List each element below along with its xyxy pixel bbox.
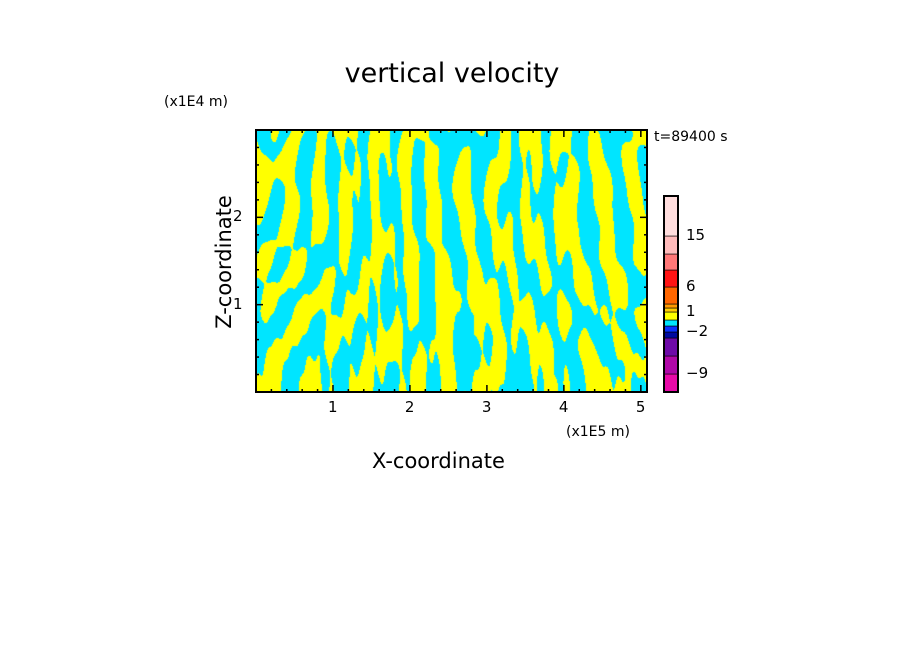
colorbar-segment — [663, 373, 679, 393]
colorbar-segment — [663, 269, 679, 288]
x-axis-unit: (x1E5 m) — [566, 424, 630, 440]
time-label: t=89400 s — [654, 129, 728, 145]
colorbar-segment — [663, 331, 679, 339]
plot-frame — [255, 129, 648, 393]
colorbar-segment — [663, 195, 679, 237]
y-tick-label: 2 — [233, 207, 243, 226]
colorbar-segment — [663, 253, 679, 271]
colorbar-label: −9 — [686, 364, 709, 382]
x-tick-label: 5 — [635, 398, 646, 416]
y-tick-label: 1 — [233, 294, 243, 313]
colorbar-segment — [663, 235, 679, 255]
colorbar-label: 6 — [686, 277, 696, 295]
colorbar-segment — [663, 325, 679, 333]
contour-field — [256, 130, 647, 392]
y-axis-unit: (x1E4 m) — [164, 94, 228, 110]
colorbar-segment — [663, 355, 679, 375]
plot-area — [255, 129, 648, 393]
x-tick-label: 3 — [481, 398, 492, 416]
colorbar — [663, 195, 679, 393]
x-tick-label: 2 — [404, 398, 415, 416]
colorbar-segment — [663, 319, 679, 327]
colorbar-label: −2 — [686, 322, 709, 340]
colorbar-border — [663, 195, 679, 393]
x-tick-label: 1 — [327, 398, 338, 416]
x-axis-label: X-coordinate — [372, 449, 505, 473]
colorbar-segment — [663, 337, 679, 357]
x-tick-label: 4 — [558, 398, 569, 416]
colorbar-segment — [663, 311, 679, 321]
colorbar-segment — [663, 303, 679, 309]
colorbar-segment — [663, 286, 679, 305]
plot-border — [255, 129, 648, 393]
chart-title: vertical velocity — [344, 58, 560, 89]
colorbar-label: 15 — [686, 226, 706, 244]
colorbar-segment — [663, 307, 679, 313]
colorbar-label: 1 — [686, 302, 696, 320]
